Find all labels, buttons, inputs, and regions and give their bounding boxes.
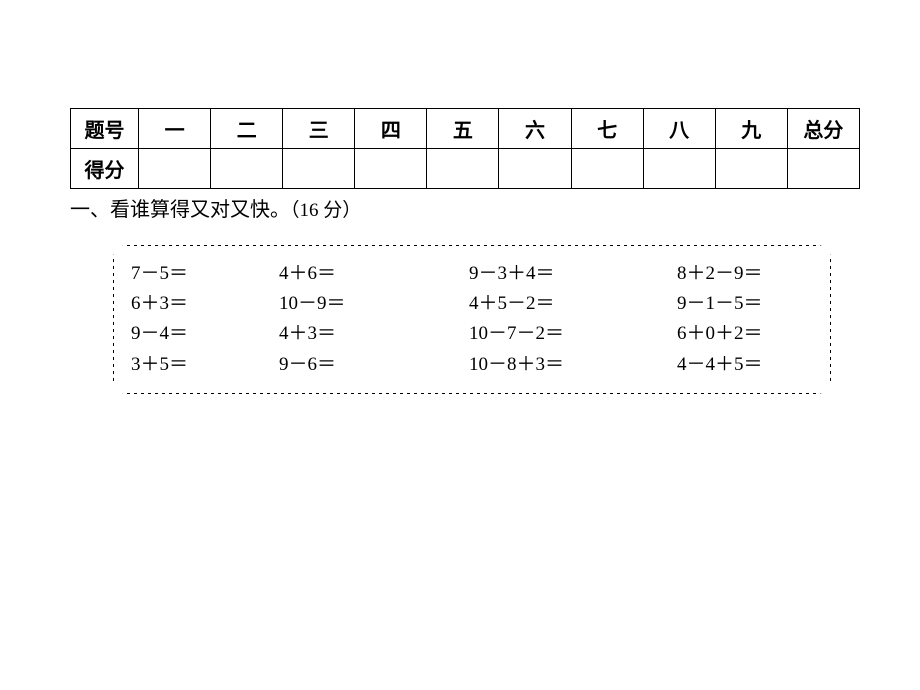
- score-cell-8: [643, 149, 715, 189]
- problems-row-2: 6＋3＝ 10－9＝ 4＋5－2＝ 9－1－5＝: [131, 289, 813, 319]
- col-5: 五: [427, 109, 499, 149]
- problem-1-3: 9－3＋4＝: [469, 259, 677, 289]
- score-label-cell: 得分: [71, 149, 139, 189]
- score-cell-6: [499, 149, 571, 189]
- score-cell-7: [571, 149, 643, 189]
- score-cell-9: [715, 149, 787, 189]
- problem-2-4: 9－1－5＝: [677, 289, 813, 319]
- problems-box: 7－5＝ 4＋6＝ 9－3＋4＝ 8＋2－9＝ 6＋3＝ 10－9＝ 4＋5－2…: [112, 244, 832, 396]
- problems-row-3: 9－4＝ 4＋3＝ 10－7－2＝ 6＋0＋2＝: [131, 319, 813, 349]
- col-9: 九: [715, 109, 787, 149]
- section-1-heading: 一、看谁算得又对又快。（16 分）: [70, 195, 860, 226]
- col-total: 总分: [787, 109, 859, 149]
- score-cell-2: [211, 149, 283, 189]
- col-4: 四: [355, 109, 427, 149]
- score-cell-3: [283, 149, 355, 189]
- problem-4-3: 10－8＋3＝: [469, 350, 677, 380]
- score-table-score-row: 得分: [71, 149, 860, 189]
- score-cell-4: [355, 149, 427, 189]
- col-6: 六: [499, 109, 571, 149]
- problems-row-1: 7－5＝ 4＋6＝ 9－3＋4＝ 8＋2－9＝: [131, 259, 813, 289]
- problem-2-1: 6＋3＝: [131, 289, 279, 319]
- col-8: 八: [643, 109, 715, 149]
- problem-1-1: 7－5＝: [131, 259, 279, 289]
- problem-4-1: 3＋5＝: [131, 350, 279, 380]
- problems-row-4: 3＋5＝ 9－6＝ 10－8＋3＝ 4－4＋5＝: [131, 350, 813, 380]
- problem-3-4: 6＋0＋2＝: [677, 319, 813, 349]
- problem-4-2: 9－6＝: [279, 350, 469, 380]
- problem-4-4: 4－4＋5＝: [677, 350, 813, 380]
- col-2: 二: [211, 109, 283, 149]
- col-7: 七: [571, 109, 643, 149]
- problem-3-1: 9－4＝: [131, 319, 279, 349]
- problem-2-2: 10－9＝: [279, 289, 469, 319]
- section-1-points: （16 分）: [290, 200, 361, 221]
- score-cell-1: [139, 149, 211, 189]
- section-1-title: 看谁算得又对又快。: [110, 199, 290, 221]
- problem-3-2: 4＋3＝: [279, 319, 469, 349]
- col-1: 一: [139, 109, 211, 149]
- score-cell-total: [787, 149, 859, 189]
- score-table-header-row: 题号 一 二 三 四 五 六 七 八 九 总分: [71, 109, 860, 149]
- col-3: 三: [283, 109, 355, 149]
- header-label-cell: 题号: [71, 109, 139, 149]
- score-cell-5: [427, 149, 499, 189]
- score-table: 题号 一 二 三 四 五 六 七 八 九 总分 得分: [70, 108, 860, 189]
- problem-2-3: 4＋5－2＝: [469, 289, 677, 319]
- problem-3-3: 10－7－2＝: [469, 319, 677, 349]
- section-1-number: 一、: [70, 199, 110, 221]
- problem-1-2: 4＋6＝: [279, 259, 469, 289]
- problem-1-4: 8＋2－9＝: [677, 259, 813, 289]
- worksheet-content: 题号 一 二 三 四 五 六 七 八 九 总分 得分 一、看谁算得又对又快。: [70, 108, 860, 395]
